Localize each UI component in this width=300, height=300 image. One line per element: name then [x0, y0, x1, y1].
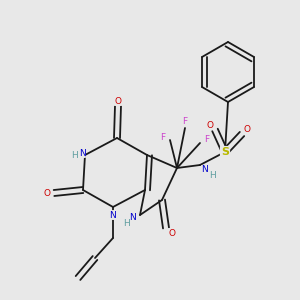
Text: O: O	[169, 229, 176, 238]
Text: H: H	[123, 218, 129, 227]
Text: H: H	[72, 151, 78, 160]
Text: N: N	[129, 214, 135, 223]
Text: F: F	[204, 136, 210, 145]
Text: S: S	[221, 147, 229, 157]
Text: N: N	[110, 211, 116, 220]
Text: H: H	[210, 170, 216, 179]
Text: F: F	[160, 133, 166, 142]
Text: O: O	[244, 124, 250, 134]
Text: N: N	[202, 166, 208, 175]
Text: O: O	[44, 188, 50, 197]
Text: O: O	[115, 97, 122, 106]
Text: F: F	[182, 118, 188, 127]
Text: O: O	[206, 121, 214, 130]
Text: N: N	[79, 148, 86, 158]
